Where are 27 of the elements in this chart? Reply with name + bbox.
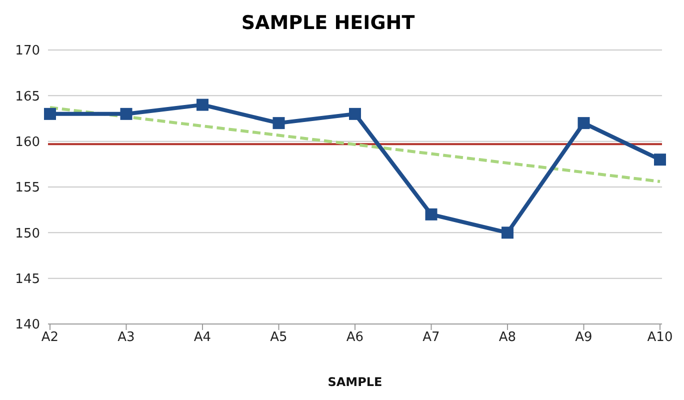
- x-tick-label: A5: [270, 330, 288, 346]
- x-tick-label: A9: [575, 330, 592, 346]
- x-tick-label: A3: [118, 330, 135, 346]
- point: [196, 98, 208, 111]
- y-tick-label: 165: [15, 89, 40, 104]
- x-tick-label: A10: [647, 330, 673, 346]
- x-axis-title: SAMPLE: [328, 375, 382, 389]
- y-tick-label: 170: [15, 44, 40, 59]
- x-tick-label: A6: [346, 330, 364, 346]
- x-tick-label: A7: [422, 330, 440, 346]
- point: [44, 108, 56, 120]
- point: [272, 117, 285, 130]
- point: [349, 108, 361, 120]
- y-tick-label: 155: [15, 180, 40, 196]
- x-tick-label: A2: [41, 330, 59, 346]
- y-tick-label: 160: [15, 134, 40, 150]
- point: [502, 226, 514, 239]
- chart-title: SAMPLE HEIGHT: [240, 12, 416, 34]
- point: [120, 108, 132, 120]
- y-tick-label: 150: [15, 226, 40, 242]
- y-tick-label: 145: [15, 272, 40, 287]
- point: [425, 208, 438, 220]
- point: [654, 154, 666, 166]
- point: [578, 117, 590, 130]
- y-tick-label: 140: [15, 318, 40, 333]
- x-tick-label: A4: [194, 330, 212, 346]
- x-tick-label: A8: [498, 330, 516, 346]
